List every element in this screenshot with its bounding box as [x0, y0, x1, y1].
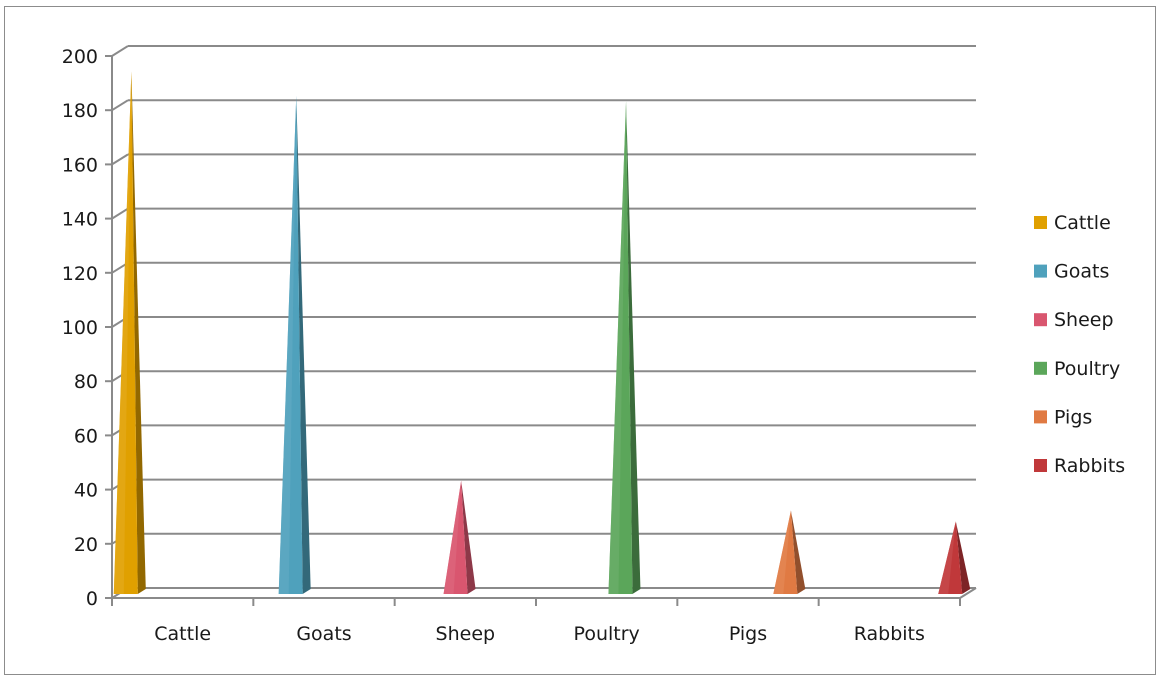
y-tick-label: 180 [62, 100, 98, 122]
legend-swatch-rabbits [1034, 459, 1047, 472]
y-tick-label: 20 [74, 534, 98, 556]
x-tick-label: Goats [296, 623, 351, 645]
x-tick-label: Poultry [574, 623, 640, 645]
legend-label-goats: Goats [1054, 261, 1109, 283]
legend-label-cattle: Cattle [1054, 212, 1111, 234]
bar-highlight [278, 95, 297, 595]
bar-highlight [608, 101, 627, 594]
bar-side [296, 95, 311, 595]
x-tick-label: Cattle [154, 623, 211, 645]
x-tick-label: Sheep [436, 623, 496, 645]
y-tick-label: 160 [62, 154, 98, 176]
bar-highlight [113, 71, 132, 595]
bar-highlight [773, 510, 791, 594]
legend-label-rabbits: Rabbits [1054, 455, 1125, 477]
legend-label-pigs: Pigs [1054, 406, 1092, 428]
gridline-depth [111, 99, 129, 112]
legend-swatch-cattle [1034, 216, 1047, 229]
gridline-depth [111, 153, 129, 166]
floor-right-edge [959, 587, 977, 599]
bar-side [461, 480, 476, 594]
gridline-depth [111, 207, 129, 220]
bar-side [955, 521, 971, 594]
y-tick-label: 140 [62, 209, 98, 231]
bar-highlight [443, 480, 462, 594]
legend-swatch-poultry [1034, 361, 1047, 375]
gridline-depth [111, 45, 129, 57]
y-tick-label: 0 [86, 588, 98, 610]
legend-label-poultry: Poultry [1054, 358, 1120, 380]
y-tick-label: 120 [62, 263, 98, 285]
bar-side [131, 71, 146, 595]
x-tick-label: Rabbits [854, 623, 925, 645]
y-tick-label: 40 [74, 480, 98, 502]
y-tick-label: 200 [62, 46, 98, 68]
x-tick-label: Pigs [729, 623, 767, 645]
legend-label-sheep: Sheep [1054, 309, 1114, 331]
bar-side [626, 101, 641, 594]
legend-swatch-pigs [1034, 410, 1047, 424]
bar-highlight [938, 521, 956, 594]
y-tick-label: 80 [74, 371, 98, 393]
legend-swatch-goats [1034, 264, 1047, 278]
y-tick-label: 60 [74, 425, 98, 447]
y-tick-label: 100 [62, 317, 98, 339]
bar-side [790, 510, 806, 594]
legend-swatch-sheep [1034, 313, 1047, 327]
